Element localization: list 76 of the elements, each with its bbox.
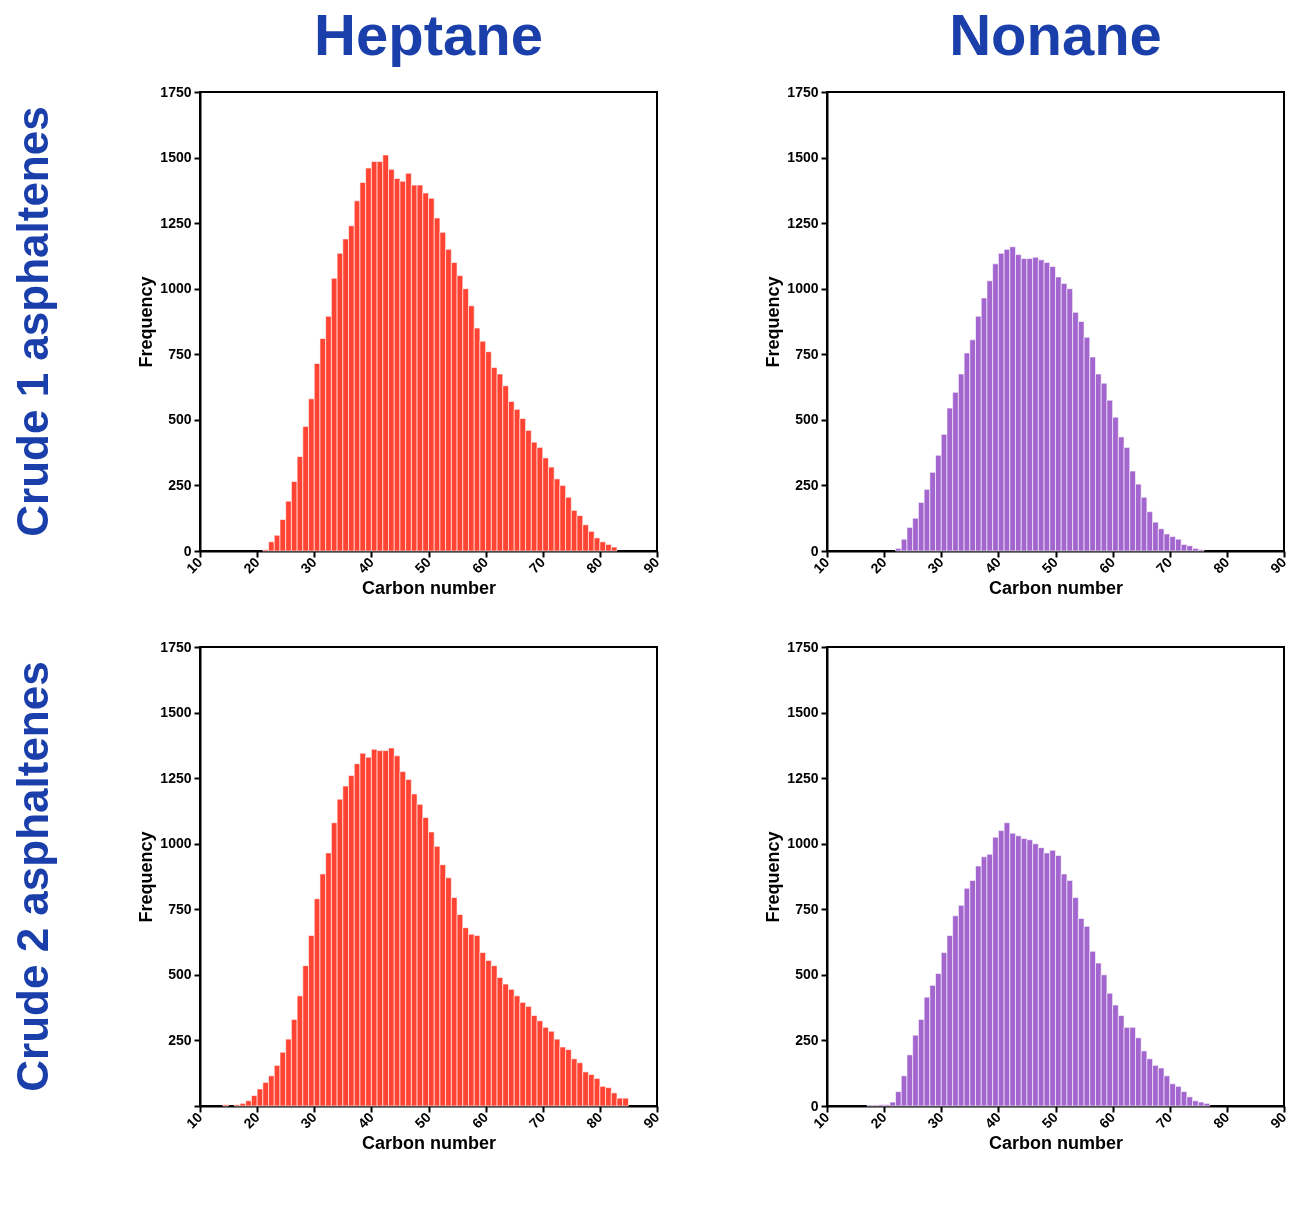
x-tick-label: 20	[240, 553, 263, 577]
text: Crude 1 asphaltenes	[8, 106, 57, 537]
y-tick-label: 1250	[160, 769, 192, 786]
y-tick-label: 1250	[787, 214, 819, 231]
y-tick-label: 250	[168, 476, 192, 493]
y-tick-label: 1000	[160, 280, 192, 297]
x-tick-label: 40	[981, 1108, 1004, 1132]
x-tick-label: 20	[867, 1108, 890, 1132]
y-tick-label: 0	[183, 542, 192, 559]
text: Crude 2 asphaltenes	[8, 661, 57, 1092]
x-tick-label: 70	[525, 553, 549, 577]
y-tick-label: 500	[795, 966, 819, 983]
x-tick-label: 60	[1095, 553, 1119, 577]
x-tick-label: 60	[468, 1108, 492, 1132]
x-axis-title: Carbon number	[988, 1133, 1124, 1154]
y-tick-label: 1500	[787, 704, 819, 721]
x-tick-label: 40	[981, 553, 1004, 577]
y-tick-label: 1500	[160, 704, 192, 721]
y-tick-label: 500	[168, 411, 192, 428]
y-axis-title: Frequency	[763, 276, 784, 368]
y-axis-title: Frequency	[763, 831, 784, 923]
chart-title: Heptane	[314, 2, 543, 67]
y-tick-label: 0	[810, 542, 819, 559]
x-tick-label: 30	[297, 1108, 320, 1132]
x-tick-label: 50	[1038, 1108, 1062, 1132]
x-tick-label: 90	[1267, 1108, 1290, 1132]
y-axis-title: Frequency	[136, 276, 157, 368]
y-tick-label: 750	[168, 900, 192, 917]
x-tick-label: 10	[183, 1108, 206, 1132]
y-tick-label: 500	[795, 411, 819, 428]
x-axis-title: Carbon number	[988, 578, 1124, 599]
x-tick-label: 90	[640, 553, 663, 577]
x-tick-label: 30	[297, 553, 320, 577]
y-tick-label: 1500	[160, 149, 192, 166]
x-tick-label: 50	[411, 553, 435, 577]
x-tick-label: 60	[1095, 1108, 1119, 1132]
y-tick-label: 1000	[787, 280, 819, 297]
y-tick-label: 1750	[160, 83, 192, 100]
x-tick-label: 30	[924, 1108, 947, 1132]
x-tick-label: 80	[583, 1108, 606, 1132]
x-axis-title: Carbon number	[361, 1133, 497, 1154]
x-tick-label: 40	[354, 553, 377, 577]
x-tick-label: 20	[240, 1108, 263, 1132]
x-tick-label: 60	[468, 553, 492, 577]
x-tick-label: 20	[867, 553, 890, 577]
x-tick-label: 80	[1210, 1108, 1233, 1132]
x-tick-label: 70	[1152, 1108, 1176, 1132]
y-tick-label: 1750	[787, 83, 819, 100]
x-tick-label: 90	[640, 1108, 663, 1132]
y-tick-label: 1000	[787, 835, 819, 852]
y-tick-label: 1000	[160, 835, 192, 852]
y-tick-label: 250	[168, 1031, 192, 1048]
y-tick-label: 1750	[787, 638, 819, 655]
y-tick-label: 500	[168, 966, 192, 983]
x-tick-label: 30	[924, 553, 947, 577]
chart-title: Nonane	[949, 2, 1162, 67]
y-tick-label: 1500	[787, 149, 819, 166]
x-tick-label: 40	[354, 1108, 377, 1132]
y-tick-label: 250	[795, 476, 819, 493]
y-tick-label: 750	[168, 345, 192, 362]
y-tick-label: 250	[795, 1031, 819, 1048]
x-tick-label: 50	[411, 1108, 435, 1132]
x-axis-title: Carbon number	[361, 578, 497, 599]
y-tick-label: 1250	[787, 769, 819, 786]
x-tick-label: 80	[583, 553, 606, 577]
x-tick-label: 80	[1210, 553, 1233, 577]
y-tick-label: 1250	[160, 214, 192, 231]
x-tick-label: 90	[1267, 553, 1290, 577]
y-tick-label: 750	[795, 900, 819, 917]
y-axis-title: Frequency	[136, 831, 157, 923]
y-tick-label: 750	[795, 345, 819, 362]
x-tick-label: 70	[525, 1108, 549, 1132]
x-tick-label: 50	[1038, 553, 1062, 577]
y-tick-label: 1750	[160, 638, 192, 655]
y-tick-label: 0	[810, 1097, 819, 1114]
x-tick-label: 70	[1152, 553, 1176, 577]
